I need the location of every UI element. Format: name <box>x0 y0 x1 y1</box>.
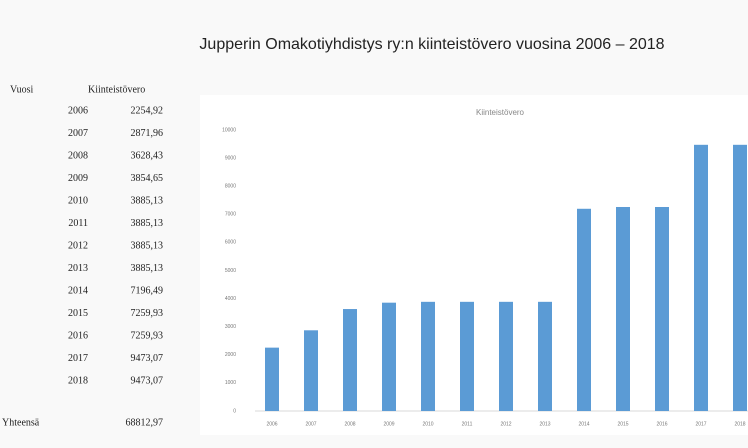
y-tick-label: 2000 <box>225 352 236 358</box>
chart-title: Kiinteistövero <box>476 108 525 117</box>
table-year: 2014 <box>68 285 88 296</box>
y-tick-label: 4000 <box>225 296 236 302</box>
table-header: Vuosi <box>10 84 34 95</box>
table-value: 3885,13 <box>131 263 164 274</box>
bar <box>460 301 474 411</box>
table-value: 3885,13 <box>131 195 164 206</box>
table-year: 2010 <box>68 195 88 206</box>
x-tick-label: 2011 <box>462 421 473 427</box>
table-year: 2007 <box>68 128 88 139</box>
bar <box>265 347 279 411</box>
x-tick-label: 2012 <box>500 421 511 427</box>
table-value: 7259,93 <box>131 330 164 341</box>
table-year: 2011 <box>68 218 88 229</box>
table-value: 2254,92 <box>131 105 164 116</box>
table-year: 2017 <box>68 353 88 364</box>
table-value: 7196,49 <box>131 285 164 296</box>
bar <box>499 301 513 411</box>
x-tick-label: 2017 <box>695 421 706 427</box>
y-tick-label: 7000 <box>225 212 236 218</box>
y-tick-label: 3000 <box>225 324 236 330</box>
y-tick-label: 9000 <box>225 155 236 161</box>
bar <box>577 208 591 411</box>
table-total-value: 68812,97 <box>126 417 164 428</box>
page-title: Jupperin Omakotiyhdistys ry:n kiinteistö… <box>199 36 664 53</box>
x-tick-label: 2006 <box>266 421 277 427</box>
table-value: 9473,07 <box>131 375 164 386</box>
x-tick-label: 2018 <box>734 421 745 427</box>
y-tick-label: 1000 <box>225 380 236 386</box>
x-tick-label: 2016 <box>656 421 667 427</box>
bar <box>694 144 708 411</box>
table-value: 9473,07 <box>131 353 164 364</box>
table-year: 2009 <box>68 173 88 184</box>
table-total-label: Yhteensä <box>2 417 40 428</box>
table-year: 2018 <box>68 375 88 386</box>
x-tick-label: 2008 <box>344 421 355 427</box>
bar <box>343 309 357 411</box>
bar <box>616 206 630 411</box>
x-tick-label: 2010 <box>422 421 433 427</box>
y-tick-label: 10000 <box>222 127 236 133</box>
table-year: 2006 <box>68 105 88 116</box>
bar <box>538 301 552 411</box>
bar <box>382 302 396 411</box>
bar <box>733 144 747 411</box>
table-value: 2871,96 <box>131 128 164 139</box>
bar <box>421 301 435 411</box>
x-tick-label: 2013 <box>539 421 550 427</box>
y-tick-label: 8000 <box>225 184 236 190</box>
table-value: 3885,13 <box>131 240 164 251</box>
x-tick-label: 2009 <box>383 421 394 427</box>
x-tick-label: 2015 <box>617 421 628 427</box>
table-value: 3885,13 <box>131 218 164 229</box>
table-year: 2012 <box>68 240 88 251</box>
table-year: 2016 <box>68 330 88 341</box>
table-value: 3628,43 <box>131 150 164 161</box>
y-tick-label: 5000 <box>225 268 236 274</box>
x-tick-label: 2007 <box>305 421 316 427</box>
y-tick-label: 6000 <box>225 240 236 246</box>
table-year: 2013 <box>68 263 88 274</box>
x-tick-label: 2014 <box>578 421 589 427</box>
table-value: 3854,65 <box>131 173 164 184</box>
table-value: 7259,93 <box>131 308 164 319</box>
table-year: 2015 <box>68 308 88 319</box>
table-year: 2008 <box>68 150 88 161</box>
y-tick-label: 0 <box>233 408 236 414</box>
bar <box>304 330 318 411</box>
bar <box>655 206 669 411</box>
table-header: Kiinteistövero <box>88 84 145 95</box>
